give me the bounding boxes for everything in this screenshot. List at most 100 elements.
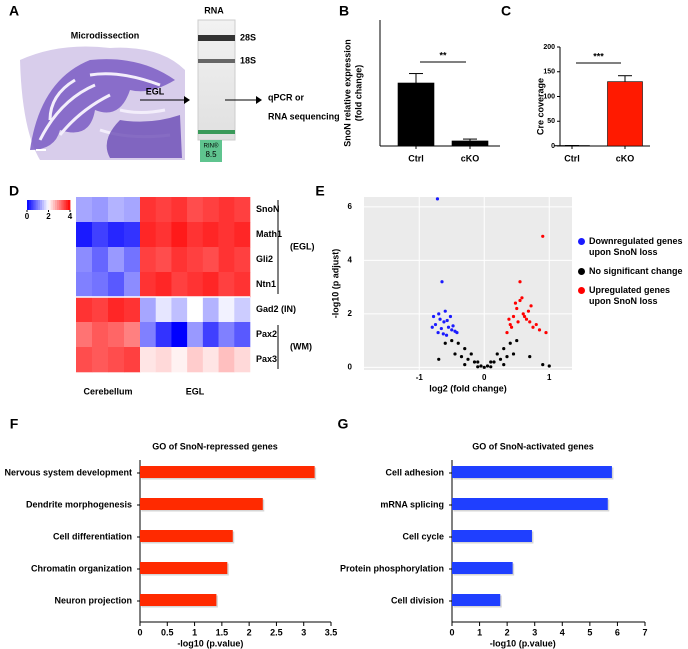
heatmap-cell <box>76 297 93 323</box>
y-tick-label: Cell adhesion <box>385 467 444 477</box>
heatmap-cell <box>234 347 251 373</box>
arrow-head <box>184 96 190 104</box>
x-tick-label: 0 <box>449 627 454 637</box>
point <box>508 322 512 327</box>
point <box>524 317 529 321</box>
point <box>456 341 460 345</box>
colorbar-step <box>61 200 64 210</box>
point <box>526 309 531 313</box>
heatmap-cell <box>155 347 172 373</box>
bar <box>140 530 233 542</box>
heatmap-cell <box>140 322 157 348</box>
y-tick-label: Cell differentiation <box>53 531 132 541</box>
heatmap-cell <box>108 222 125 248</box>
point <box>511 352 516 356</box>
y-tick-label: 0 <box>348 362 353 371</box>
y-tick-label: Cell cycle <box>402 531 444 541</box>
point <box>482 365 486 369</box>
heatmap-cell <box>187 272 204 298</box>
point <box>505 330 509 335</box>
heatmap-cell <box>108 347 125 373</box>
y-tick-label: Cell division <box>391 595 444 605</box>
heatmap-cell <box>202 347 219 373</box>
colorbar-step <box>46 200 49 210</box>
chart-title: GO of SnoN-activated genes <box>472 441 594 451</box>
row-label: Gli2 <box>256 254 273 264</box>
heatmap-cell <box>218 222 235 248</box>
y-axis-label: -log10 (p adjust) <box>330 249 340 319</box>
y-tick-label: Chromatin organization <box>31 563 132 573</box>
colorbar-step <box>42 200 45 210</box>
y-tick-label: 4 <box>348 255 353 264</box>
panel-label: B <box>339 3 349 19</box>
heatmap-cell <box>234 222 251 248</box>
heatmap-cell <box>187 222 204 248</box>
point <box>513 301 518 305</box>
legend-marker <box>578 268 585 275</box>
colorbar-tick-label: 0 <box>25 212 30 221</box>
x-tick-label: 0.5 <box>161 627 174 637</box>
point <box>515 306 519 311</box>
heatmap-cell <box>171 322 188 348</box>
point <box>489 360 493 364</box>
heatmap-cell <box>76 272 93 298</box>
heatmap-cell <box>202 297 219 323</box>
y-tick-label: Nervous system development <box>4 467 132 477</box>
gel-band <box>198 130 235 134</box>
y-tick-label: 0 <box>551 143 555 150</box>
heatmap-cell <box>92 297 109 323</box>
heatmap-cell <box>187 297 204 323</box>
heatmap-cell <box>171 297 188 323</box>
arrow-label: EGL <box>146 86 165 96</box>
heatmap-cell <box>124 272 141 298</box>
point <box>518 298 522 303</box>
heatmap-cell <box>92 197 109 223</box>
heatmap-cell <box>140 247 157 273</box>
legend: Downregulated genes upon SnoN loss No sig… <box>578 236 684 315</box>
heatmap-cell <box>124 347 141 373</box>
bar <box>452 594 501 606</box>
significance-label: ** <box>439 50 447 60</box>
point <box>439 326 443 331</box>
heatmap-cell <box>92 347 109 373</box>
point <box>448 314 453 319</box>
heatmap-cell <box>108 247 125 273</box>
panel-label: C <box>501 3 511 19</box>
heatmap-cell <box>202 247 219 273</box>
x-tick-label: -1 <box>416 373 424 382</box>
point <box>443 309 447 313</box>
colorbar-step <box>31 200 34 210</box>
chart-title: GO of SnoN-repressed genes <box>152 441 278 451</box>
point <box>495 352 499 356</box>
x-tick-label: 1.5 <box>216 627 229 637</box>
heatmap-cell <box>92 222 109 248</box>
y-axis-label: (fold change) <box>353 65 363 122</box>
point <box>438 317 442 321</box>
legend-marker <box>578 238 585 245</box>
legend-item: No significant change <box>578 266 684 277</box>
heatmap-cell <box>234 247 251 273</box>
heatmap-cell <box>124 322 141 348</box>
band-label: 28S <box>240 32 256 42</box>
point <box>444 333 449 337</box>
heatmap-cell <box>155 247 172 273</box>
heatmap-cell <box>108 297 125 323</box>
point <box>437 357 441 361</box>
heatmap-cell <box>76 347 93 373</box>
legend-label: Upregulated genes upon SnoN loss <box>589 285 671 306</box>
y-tick-label: mRNA splicing <box>380 499 444 509</box>
point <box>521 312 525 316</box>
heatmap-cell <box>202 197 219 223</box>
heatmap-cell <box>140 272 157 298</box>
x-tick-label: cKO <box>461 153 480 163</box>
point <box>436 330 440 335</box>
heatmap-cell <box>92 322 109 348</box>
gel-band <box>198 35 235 41</box>
y-tick-label: 200 <box>543 44 555 51</box>
heatmap-cell <box>218 297 235 323</box>
point <box>507 317 511 321</box>
x-tick-label: Ctrl <box>564 153 580 163</box>
cerebellum-image <box>20 46 185 160</box>
heatmap-cell <box>108 197 125 223</box>
bar <box>397 82 435 147</box>
